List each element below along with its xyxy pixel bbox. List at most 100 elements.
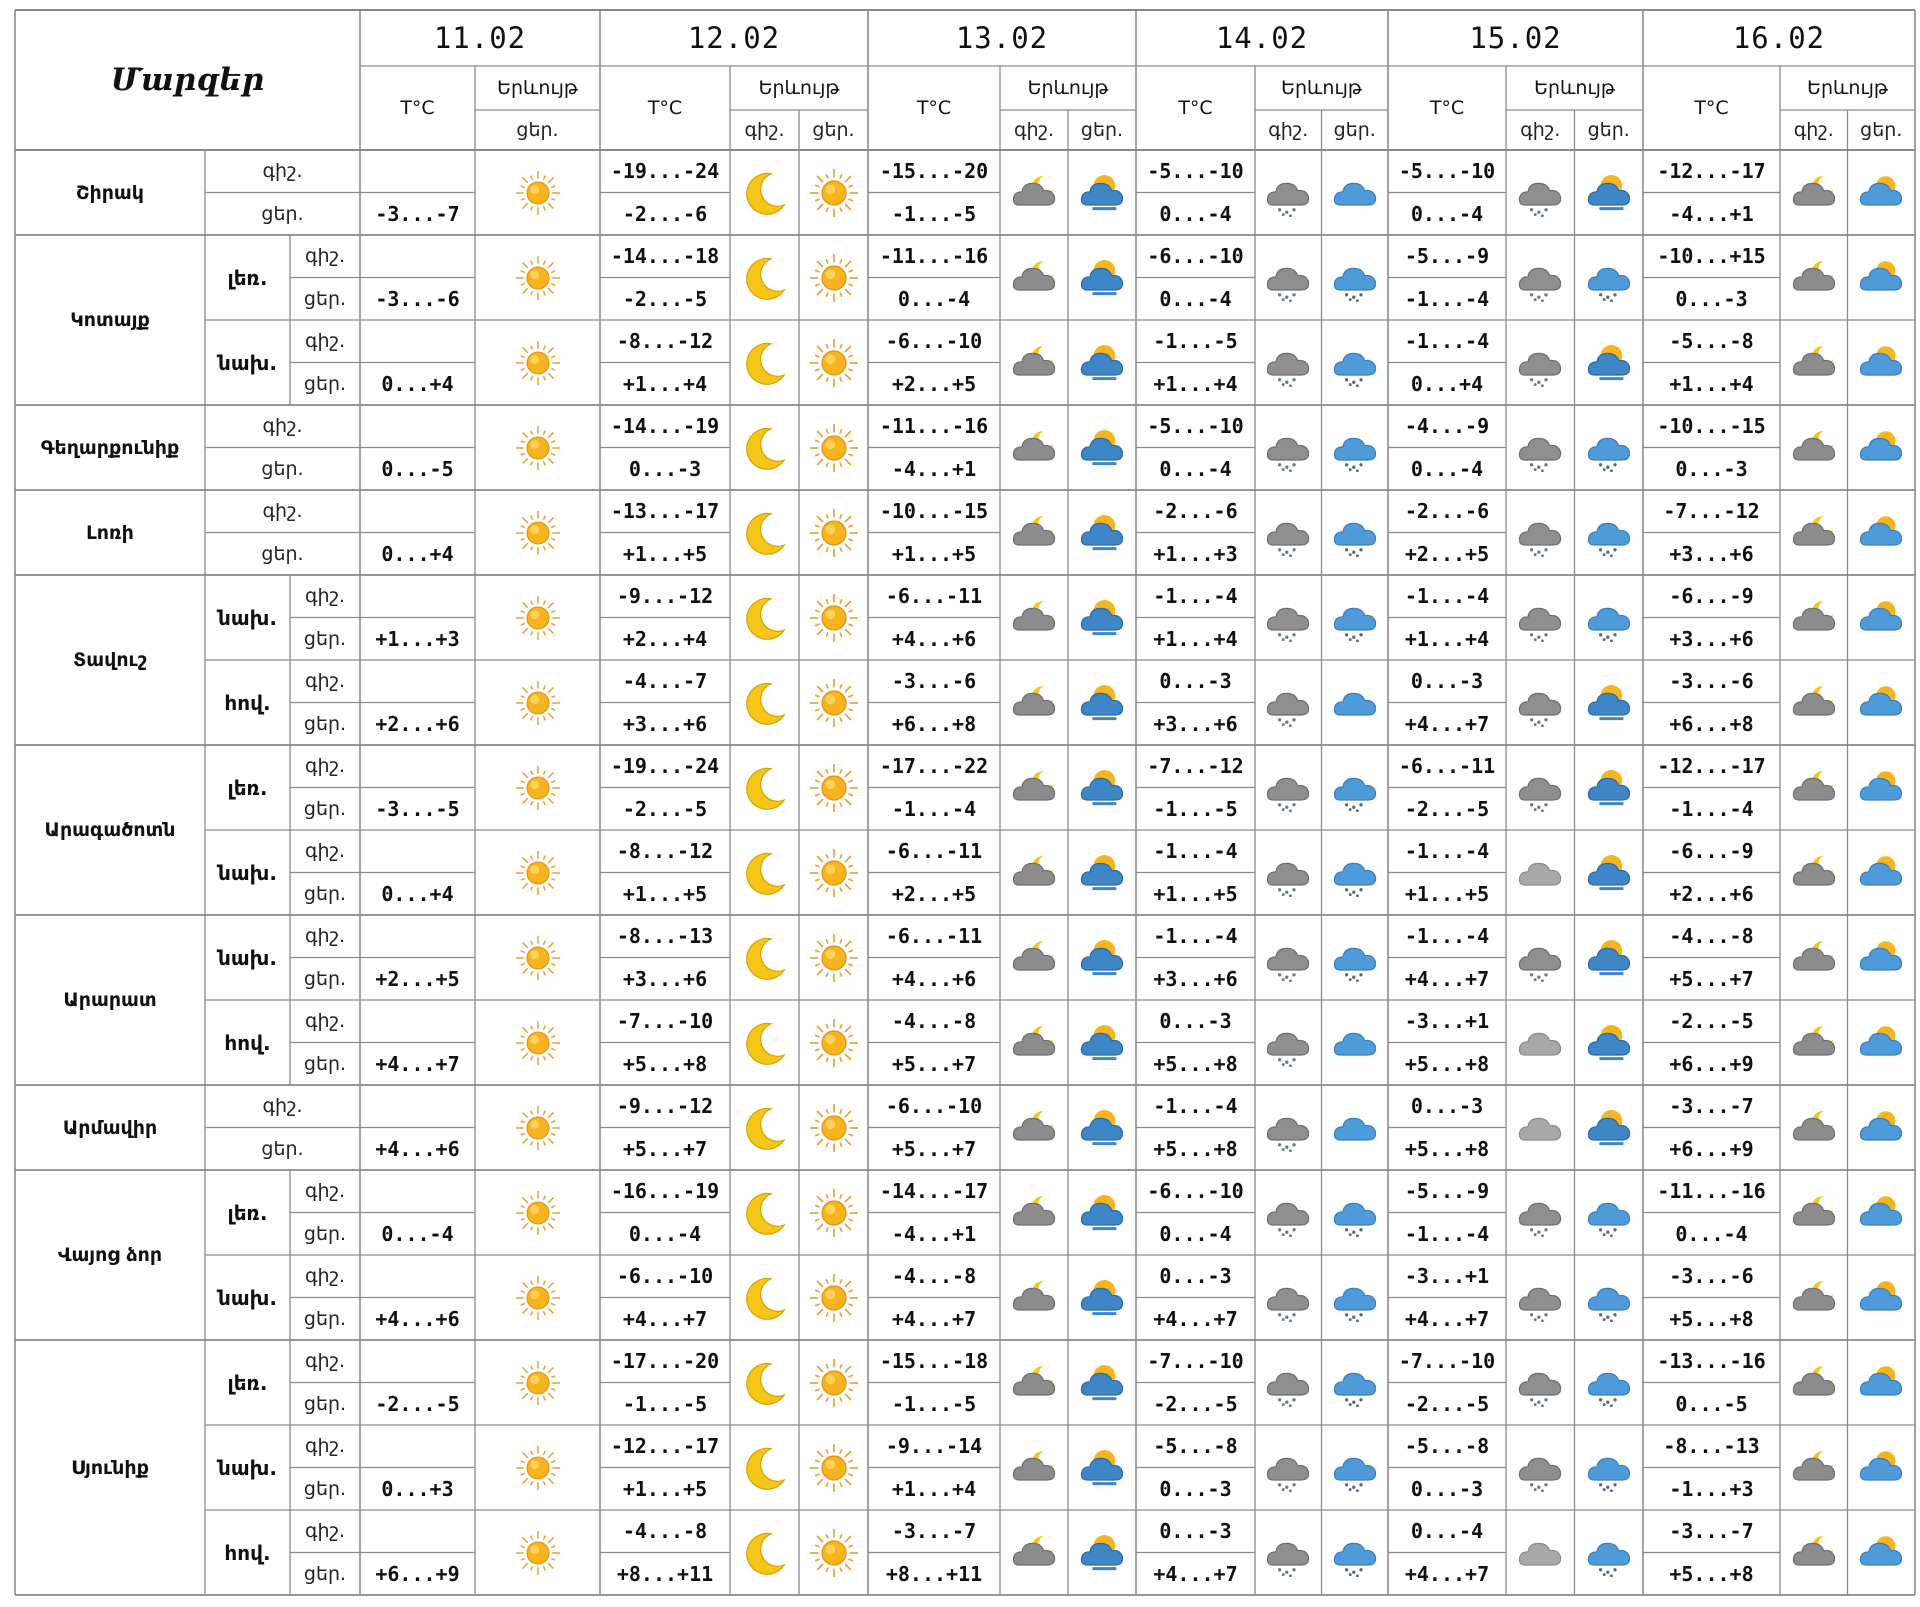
temp-day: -2...-5	[1404, 1391, 1490, 1416]
temp-night: -14...-18	[610, 244, 720, 269]
cloud-snow-icon	[1264, 1274, 1312, 1322]
night-label: գիշ.	[262, 1095, 303, 1118]
temp-day: +3...+6	[622, 711, 708, 736]
cloud-snow-icon	[1264, 1104, 1312, 1152]
sun-cloud-blue-icon	[1857, 169, 1905, 217]
cloud-snow-icon	[1264, 509, 1312, 557]
temp-day: 0...-4	[1159, 456, 1232, 481]
date-header: 14.02	[1215, 21, 1309, 55]
temp-day: -1...-5	[891, 1391, 977, 1416]
cloud-blue-snow-icon	[1585, 1274, 1633, 1322]
temp-day: 0...-4	[628, 1221, 702, 1246]
moon-icon	[741, 339, 789, 387]
temp-night: -14...-19	[610, 414, 720, 439]
sun-icon	[515, 1190, 560, 1235]
day-subheader: ցեր.	[516, 119, 559, 141]
date-header: 11.02	[433, 21, 527, 55]
temp-night: 0...-3	[1159, 1264, 1232, 1289]
temp-day: 0...-4	[1159, 286, 1232, 311]
moon-icon	[741, 1189, 789, 1237]
temp-day: 0...-4	[1410, 456, 1484, 481]
temp-night: -5...-8	[1669, 329, 1754, 354]
cloud-snow-icon	[1264, 934, 1312, 982]
temp-day: 0...-4	[897, 286, 971, 311]
temp-day: +1...+4	[1153, 626, 1238, 651]
sun-cloud-blue-icon	[1857, 1359, 1905, 1407]
temp-night: -14...-17	[879, 1179, 989, 1204]
sun-icon	[515, 1530, 560, 1575]
temp-night: 0...-3	[1159, 1519, 1232, 1544]
sun-icon	[515, 255, 560, 300]
temp-day: +8...+11	[616, 1561, 714, 1586]
sun-icon	[515, 1105, 560, 1150]
temp-day: -2...-5	[1153, 1391, 1238, 1416]
zone-label: նախ.	[218, 1455, 277, 1480]
sun-icon	[515, 1445, 560, 1490]
sun-icon	[809, 508, 858, 557]
cloud-moon-icon	[1790, 1104, 1838, 1152]
temp-night: -3...-6	[891, 669, 977, 694]
sun-cloud-icon	[1585, 339, 1633, 387]
cloud-gray-icon	[1516, 1104, 1564, 1152]
cloud-snow-icon	[1264, 1529, 1312, 1577]
temp-day: -3...-7	[375, 201, 460, 226]
cloud-blue-snow-icon	[1331, 764, 1379, 812]
sun-cloud-blue-icon	[1857, 1444, 1905, 1492]
cloud-snow-icon	[1264, 594, 1312, 642]
cloud-moon-icon	[1010, 849, 1058, 897]
temp-day: +1...+5	[891, 541, 977, 566]
temp-day: 0...-5	[1675, 1391, 1748, 1416]
temp-day: +4...+7	[1153, 1561, 1238, 1586]
sun-cloud-icon	[1078, 849, 1126, 897]
temp-day: +5...+7	[891, 1051, 977, 1076]
cloud-snow-icon	[1264, 254, 1312, 302]
sun-icon	[809, 423, 858, 472]
sun-cloud-icon	[1078, 1529, 1126, 1577]
sun-cloud-icon	[1078, 679, 1126, 727]
cloud-blue-snow-icon	[1585, 1529, 1633, 1577]
temp-day: 0...-3	[1675, 286, 1748, 311]
phenomenon-header: Երևույթ	[1807, 77, 1888, 99]
phenomenon-header: Երևույթ	[1027, 77, 1109, 99]
temp-night: -2...-6	[1153, 499, 1238, 524]
cloud-snow-icon	[1264, 1019, 1312, 1067]
temp-day: +8...+11	[885, 1561, 983, 1586]
zone-label: հով.	[224, 1540, 271, 1565]
cloud-snow-icon	[1264, 169, 1312, 217]
temp-night: -13...-17	[610, 499, 720, 524]
temp-day: -1...-5	[1153, 796, 1238, 821]
night-label: գիշ.	[304, 1350, 346, 1373]
cloud-blue-snow-icon	[1331, 1189, 1379, 1237]
temp-night: -3...-7	[1669, 1519, 1754, 1544]
day-label: ցեր.	[303, 1052, 347, 1075]
cloud-snow-icon	[1516, 509, 1564, 557]
province-name: Վայոց ձոր	[57, 1244, 163, 1266]
temp-night: -19...-24	[610, 754, 720, 779]
sun-cloud-blue-icon	[1857, 764, 1905, 812]
sun-icon	[515, 510, 560, 555]
temp-night: -15...-20	[879, 159, 989, 184]
day-label: ցեր.	[261, 1137, 304, 1160]
temp-day: 0...+4	[1410, 371, 1484, 396]
province-name: Կոտայք	[70, 309, 150, 331]
moon-icon	[741, 509, 789, 557]
day-label: ցեր.	[303, 627, 347, 650]
night-label: գիշ.	[304, 1265, 346, 1288]
temp-day: +1...+5	[622, 1476, 708, 1501]
cloud-moon-icon	[1010, 1444, 1058, 1492]
temp-night: -19...-24	[610, 159, 720, 184]
night-label: գիշ.	[304, 840, 346, 863]
temp-night: -11...-16	[1657, 1179, 1766, 1204]
temp-night: -10...+15	[1657, 244, 1766, 269]
day-label: ցեր.	[261, 202, 304, 225]
temp-night: -1...-5	[1153, 329, 1238, 354]
cloud-moon-icon	[1010, 509, 1058, 557]
temp-day: +2...+5	[891, 371, 977, 396]
temp-header: T°C	[1178, 97, 1213, 119]
temp-day: +2...+6	[1669, 881, 1754, 906]
temp-night: -6...-10	[616, 1264, 714, 1289]
temp-night: -6...-10	[1147, 1179, 1244, 1204]
cloud-snow-icon	[1516, 254, 1564, 302]
cloud-snow-icon	[1264, 1359, 1312, 1407]
cloud-snow-icon	[1516, 1274, 1564, 1322]
